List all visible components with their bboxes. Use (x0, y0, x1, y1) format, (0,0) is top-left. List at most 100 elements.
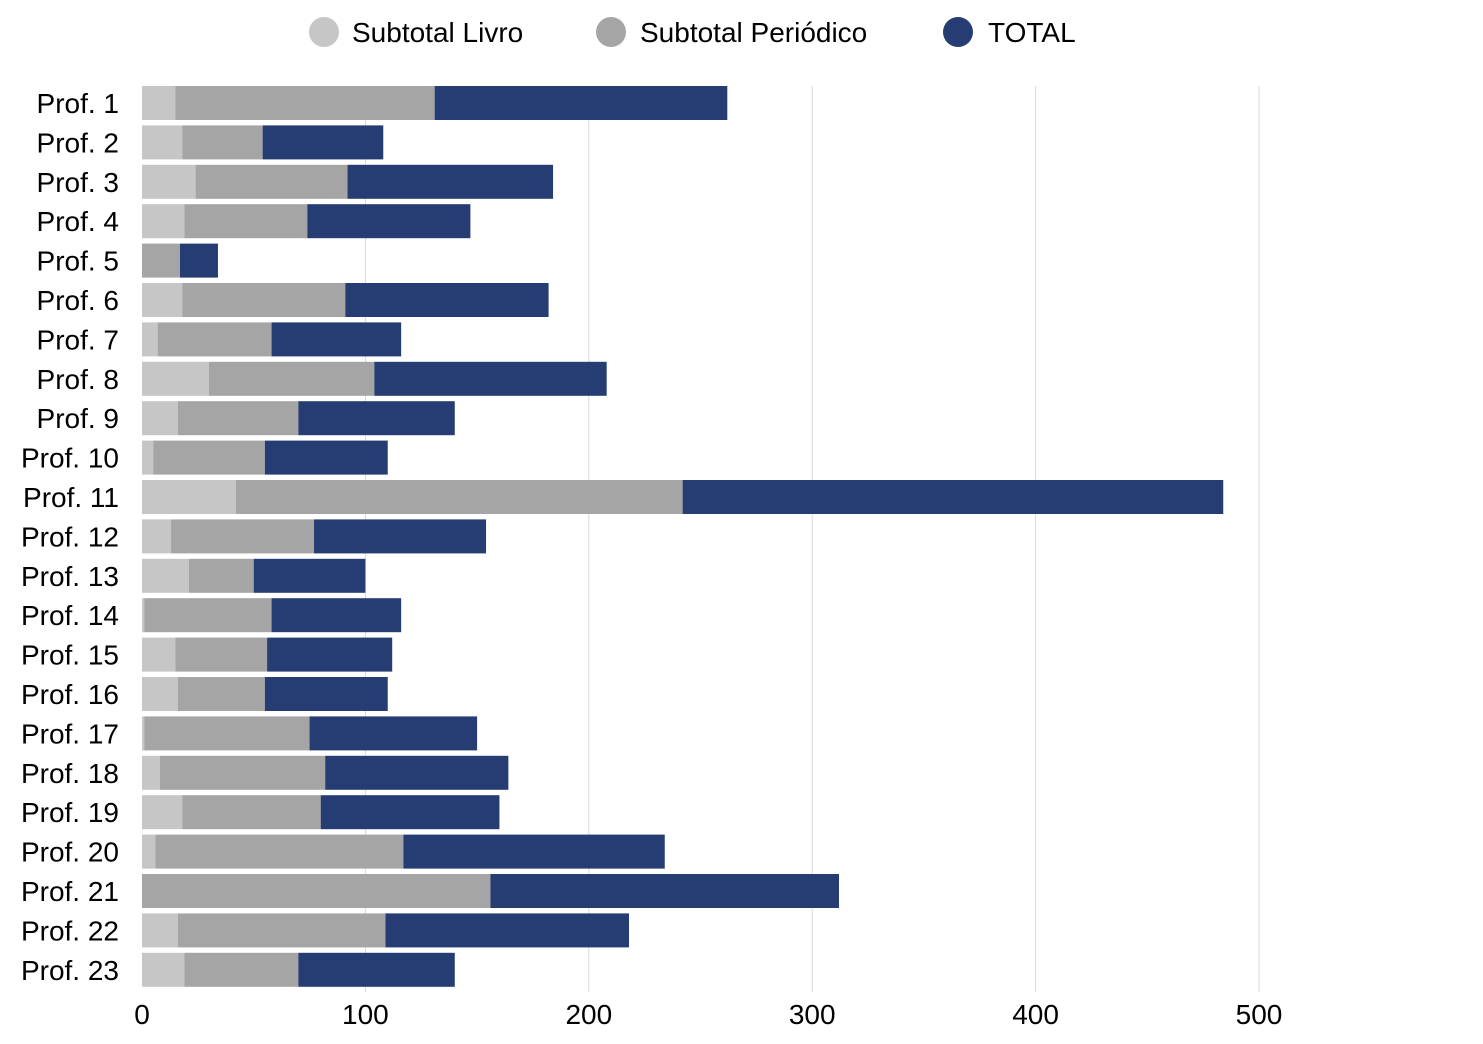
x-tick-label-200: 200 (565, 999, 612, 1030)
bar-subtotal-periodico-prof-6 (182, 283, 346, 317)
category-label-prof-5: Prof. 5 (37, 246, 119, 277)
bar-subtotal-periodico-prof-16 (177, 677, 265, 711)
category-label-prof-20: Prof. 20 (21, 837, 119, 868)
category-label-prof-7: Prof. 7 (37, 324, 119, 355)
legend-swatch-total (943, 17, 973, 47)
bar-subtotal-periodico-prof-17 (144, 716, 310, 751)
legend-item-total[interactable]: TOTAL (943, 17, 1076, 48)
bar-subtotal-periodico-prof-8 (209, 361, 375, 396)
category-labels: Prof. 1 Prof. 2 Prof. 3 Prof. 4 Prof. 5 Prof.… (21, 88, 119, 986)
bar-subtotal-periodico-prof-23 (184, 952, 299, 987)
category-label-prof-16: Prof. 16 (21, 679, 119, 710)
bar-subtotal-livro-prof-3 (142, 164, 196, 199)
legend-label-total: TOTAL (988, 17, 1076, 48)
category-label-prof-14: Prof. 14 (21, 600, 119, 631)
bar-subtotal-periodico-prof-5 (142, 243, 180, 278)
x-tick-label-500: 500 (1236, 999, 1283, 1030)
bar-total-prof-7 (271, 322, 402, 357)
bar-total-prof-9 (298, 401, 455, 436)
bar-subtotal-periodico-prof-13 (188, 558, 254, 593)
bar-subtotal-periodico-prof-12 (171, 519, 315, 554)
x-tick-label-400: 400 (1012, 999, 1059, 1030)
bar-total-prof-18 (325, 755, 509, 790)
bar-total-prof-3 (347, 164, 554, 199)
bar-subtotal-livro-prof-6 (142, 283, 183, 317)
bar-subtotal-periodico-prof-4 (184, 204, 308, 239)
category-label-prof-2: Prof. 2 (37, 127, 119, 158)
bar-total-prof-13 (253, 558, 366, 593)
x-tick-label-0: 0 (134, 999, 150, 1030)
bar-subtotal-livro-prof-18 (142, 755, 160, 790)
bar-total-prof-23 (298, 952, 455, 987)
bar-total-prof-8 (374, 361, 607, 396)
bar-subtotal-livro-prof-2 (142, 125, 183, 160)
bar-subtotal-periodico-prof-15 (175, 637, 268, 672)
legend-swatch-subtotal-livro (309, 17, 339, 47)
bar-subtotal-periodico-prof-22 (177, 913, 386, 948)
bar-total-prof-4 (307, 204, 471, 239)
bar-subtotal-periodico-prof-18 (159, 755, 326, 790)
category-label-prof-17: Prof. 17 (21, 718, 119, 749)
bar-total-prof-15 (267, 637, 393, 672)
legend: Subtotal Livro Subtotal Periódico TOTAL (309, 17, 1076, 48)
bar-total-prof-10 (264, 440, 388, 475)
bar-subtotal-livro-prof-22 (142, 913, 178, 948)
bars (142, 86, 1224, 987)
category-label-prof-19: Prof. 19 (21, 797, 119, 828)
bar-subtotal-livro-prof-9 (142, 401, 178, 436)
bar-subtotal-periodico-prof-21 (142, 874, 491, 908)
bar-subtotal-livro-prof-13 (142, 558, 189, 593)
bar-total-prof-22 (385, 913, 630, 948)
bar-subtotal-livro-prof-17 (142, 716, 145, 751)
bar-subtotal-livro-prof-20 (142, 834, 156, 869)
bar-subtotal-periodico-prof-20 (155, 834, 404, 869)
legend-item-subtotal-livro[interactable]: Subtotal Livro (309, 17, 523, 48)
x-tick-label-100: 100 (342, 999, 389, 1030)
bar-subtotal-livro-prof-8 (142, 361, 210, 396)
category-label-prof-3: Prof. 3 (37, 167, 119, 198)
bar-total-prof-12 (314, 519, 487, 554)
bar-subtotal-periodico-prof-3 (195, 164, 348, 199)
bar-total-prof-19 (320, 795, 500, 830)
legend-label-subtotal-livro: Subtotal Livro (352, 17, 523, 48)
bar-subtotal-livro-prof-23 (142, 952, 185, 987)
x-axis-ticks: 0 100 200 300 400 500 (134, 999, 1282, 1030)
legend-item-subtotal-periodico[interactable]: Subtotal Periódico (596, 17, 867, 48)
bar-subtotal-periodico-prof-11 (235, 480, 683, 514)
bar-subtotal-livro-prof-12 (142, 519, 172, 554)
category-label-prof-10: Prof. 10 (21, 443, 119, 474)
category-label-prof-4: Prof. 4 (37, 206, 119, 237)
category-label-prof-11: Prof. 11 (23, 482, 119, 513)
bar-total-prof-14 (271, 598, 402, 633)
bar-subtotal-periodico-prof-9 (177, 401, 299, 436)
category-label-prof-15: Prof. 15 (21, 640, 119, 671)
bar-total-prof-11 (682, 480, 1224, 514)
bar-total-prof-16 (264, 677, 388, 711)
bar-total-prof-1 (434, 86, 728, 120)
bar-subtotal-livro-prof-10 (142, 440, 154, 475)
bar-total-prof-20 (403, 834, 665, 869)
category-label-prof-9: Prof. 9 (37, 403, 119, 434)
bar-subtotal-periodico-prof-14 (144, 598, 272, 633)
bar-total-prof-17 (309, 716, 478, 751)
category-label-prof-22: Prof. 22 (21, 915, 119, 946)
bar-total-prof-2 (262, 125, 384, 160)
category-label-prof-21: Prof. 21 (21, 876, 119, 907)
bar-subtotal-livro-prof-1 (142, 86, 176, 120)
legend-label-subtotal-periodico: Subtotal Periódico (640, 17, 867, 48)
bar-subtotal-livro-prof-11 (142, 480, 236, 514)
category-label-prof-8: Prof. 8 (37, 364, 119, 395)
bar-subtotal-livro-prof-4 (142, 204, 185, 239)
bar-subtotal-periodico-prof-10 (153, 440, 265, 475)
legend-swatch-subtotal-periodico (596, 17, 626, 47)
category-label-prof-18: Prof. 18 (21, 758, 119, 789)
bar-total-prof-21 (490, 874, 840, 908)
bar-subtotal-livro-prof-15 (142, 637, 176, 672)
bar-subtotal-periodico-prof-19 (182, 795, 321, 830)
category-label-prof-23: Prof. 23 (21, 955, 119, 986)
bar-total-prof-6 (345, 283, 549, 317)
x-tick-label-300: 300 (789, 999, 836, 1030)
category-label-prof-12: Prof. 12 (21, 521, 119, 552)
bar-subtotal-livro-prof-19 (142, 795, 183, 830)
